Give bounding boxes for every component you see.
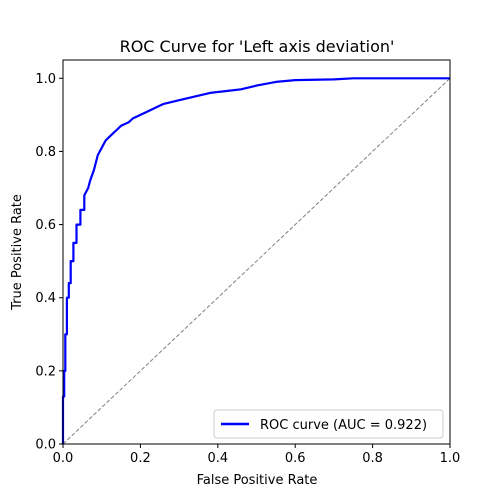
x-tick-label: 0.0 (53, 451, 74, 466)
y-axis-label: True Positive Rate (10, 194, 25, 311)
x-tick-label: 0.6 (285, 451, 306, 466)
x-tick-label: 1.0 (440, 451, 461, 466)
y-tick-label: 0.2 (35, 364, 56, 379)
y-tick-label: 0.6 (35, 218, 56, 233)
plot-area (61, 59, 451, 445)
y-axis-ticks: 0.0 0.2 0.4 0.6 0.8 1.0 (35, 72, 63, 453)
plot-frame (62, 59, 451, 445)
y-tick-label: 0.8 (35, 145, 56, 160)
roc-curve-line (61, 77, 450, 444)
x-axis-ticks: 0.0 0.2 0.4 0.6 0.8 1.0 (53, 444, 461, 466)
y-tick-label: 1.0 (35, 72, 56, 87)
legend: ROC curve (AUC = 0.922) (213, 409, 444, 439)
x-axis-label: False Positive Rate (197, 473, 318, 488)
y-tick-label: 0.0 (35, 438, 56, 453)
y-tick-label: 0.4 (35, 291, 56, 306)
x-tick-label: 0.8 (362, 451, 383, 466)
legend-label-roc: ROC curve (AUC = 0.922) (260, 418, 427, 433)
x-tick-label: 0.2 (130, 451, 151, 466)
series-layer (61, 77, 451, 445)
x-tick-label: 0.4 (207, 451, 228, 466)
chart-title: ROC Curve for 'Left axis deviation' (120, 37, 395, 56)
legend-box (213, 409, 444, 439)
chance-diagonal-line (62, 77, 451, 445)
